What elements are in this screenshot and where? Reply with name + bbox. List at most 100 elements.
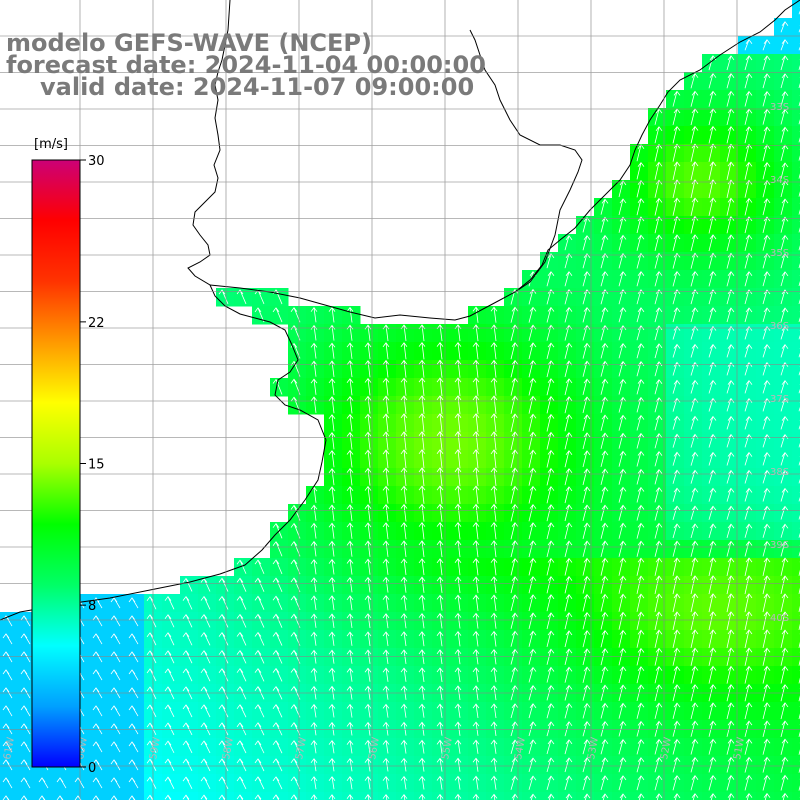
wind-arrow <box>310 396 318 414</box>
wind-arrow <box>346 360 354 378</box>
wind-arrow <box>254 776 265 790</box>
wind-arrow <box>2 795 10 800</box>
wind-arrow <box>328 577 336 593</box>
wind-arrow <box>2 777 13 789</box>
wind-arrow <box>436 721 444 736</box>
wind-arrow <box>672 179 681 199</box>
wind-arrow <box>744 611 753 631</box>
wind-arrow <box>92 723 103 735</box>
wind-arrow <box>400 503 408 522</box>
wind-arrow <box>290 794 298 800</box>
wind-arrow <box>528 703 537 719</box>
wind-arrow <box>454 649 462 665</box>
wind-cell <box>792 612 800 631</box>
wind-arrow <box>762 647 771 666</box>
wind-arrow <box>708 90 717 107</box>
wind-cell <box>180 792 199 800</box>
wind-arrow <box>236 595 247 610</box>
wind-arrow <box>690 665 699 684</box>
wind-arrow <box>454 521 462 540</box>
wind-arrow <box>600 504 609 521</box>
wind-arrow <box>690 720 699 737</box>
wind-cell <box>792 234 800 253</box>
wind-arrow <box>364 449 372 468</box>
wind-arrow <box>182 614 193 628</box>
wind-arrow <box>218 758 229 772</box>
wind-arrow <box>254 722 265 736</box>
wind-arrow <box>528 449 537 468</box>
wind-arrow <box>382 503 390 522</box>
wind-arrow <box>110 633 121 645</box>
wind-arrow <box>128 597 139 609</box>
wind-arrow <box>618 198 627 216</box>
wind-arrow <box>564 666 573 683</box>
wind-arrow <box>510 485 519 504</box>
wind-arrow <box>92 669 103 681</box>
wind-arrow <box>400 667 408 682</box>
wind-arrow <box>618 611 627 630</box>
wind-arrow <box>636 504 645 521</box>
wind-arrow <box>472 649 480 665</box>
wind-arrow <box>454 631 462 647</box>
wind-arrow <box>472 342 480 360</box>
wind-arrow <box>762 575 771 595</box>
wind-arrow <box>490 342 498 360</box>
wind-arrow <box>564 289 573 305</box>
wind-arrow <box>708 197 717 216</box>
wind-arrow <box>744 216 753 234</box>
wind-arrow <box>726 557 735 577</box>
wind-arrow <box>780 91 789 107</box>
wind-arrow <box>654 775 663 791</box>
wind-arrow <box>546 775 555 790</box>
wind-arrow <box>582 271 591 287</box>
wind-arrow <box>454 793 462 800</box>
wind-arrow <box>636 702 645 719</box>
wind-arrow <box>328 613 336 628</box>
wind-arrow <box>618 414 627 431</box>
wind-arrow <box>672 702 681 719</box>
wind-arrow <box>744 756 753 773</box>
wind-arrow <box>745 792 753 800</box>
wind-arrow <box>672 738 681 755</box>
wind-arrow <box>436 521 444 540</box>
wind-arrow <box>726 665 735 684</box>
wind-arrow <box>254 649 265 664</box>
wind-arrow <box>690 289 699 305</box>
wind-arrow <box>110 705 121 717</box>
wind-arrow <box>364 649 372 664</box>
wind-arrow <box>346 504 354 522</box>
wind-arrow <box>654 161 663 180</box>
wind-arrow <box>528 395 537 414</box>
wind-arrow <box>672 557 681 576</box>
wind-arrow <box>654 593 663 613</box>
wind-arrow <box>601 793 609 800</box>
wind-arrow <box>744 307 753 323</box>
wind-arrow <box>582 289 591 305</box>
wind-arrow <box>328 378 336 396</box>
wind-arrow <box>418 485 426 504</box>
wind-arrow <box>128 669 139 681</box>
wind-arrow <box>164 794 172 800</box>
wind-arrow <box>346 540 354 557</box>
wind-arrow <box>400 558 408 575</box>
wind-arrow <box>690 540 699 557</box>
wind-arrow <box>780 234 789 251</box>
wind-arrow <box>328 776 336 790</box>
wind-cell <box>162 792 181 800</box>
wind-cell <box>252 792 271 800</box>
wind-arrow <box>780 505 789 520</box>
wind-arrow <box>654 647 663 666</box>
colorbar-tick-label: 0 <box>88 761 96 776</box>
wind-arrow <box>582 396 591 414</box>
wind-arrow <box>636 775 645 791</box>
wind-cell <box>792 738 800 757</box>
wind-arrow <box>510 775 519 790</box>
wind-arrow <box>328 468 336 486</box>
wind-arrow <box>654 179 663 198</box>
wind-arrow <box>418 342 426 360</box>
wind-arrow <box>364 431 372 450</box>
colorbar-tick-label: 8 <box>88 599 96 614</box>
wind-arrow <box>672 90 681 107</box>
wind-arrow <box>582 468 591 486</box>
wind-arrow <box>454 485 462 504</box>
